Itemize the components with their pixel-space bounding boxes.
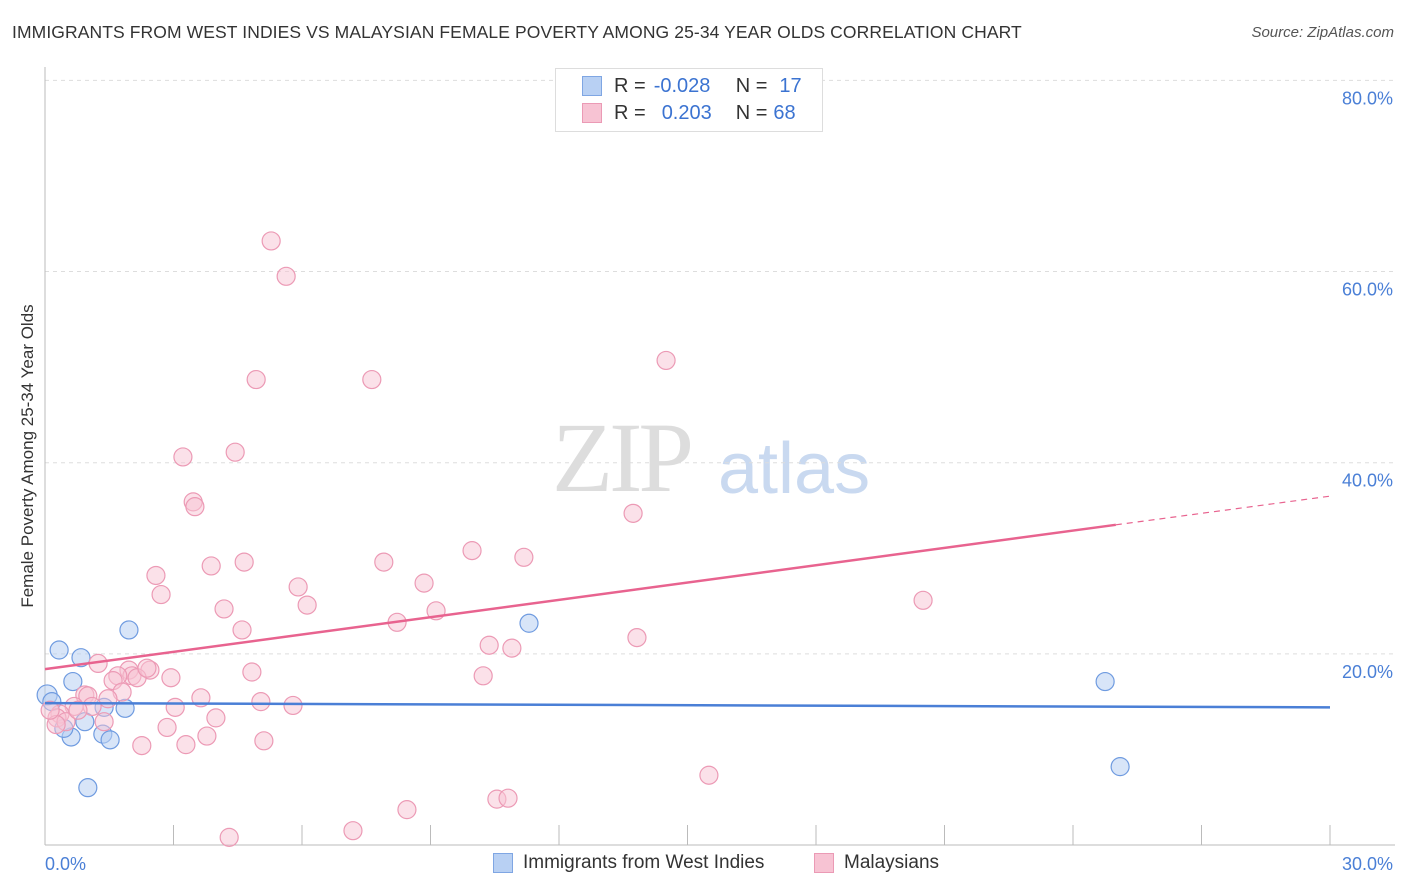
blue-swatch-icon (493, 853, 513, 873)
malaysians-point (283, 695, 303, 716)
west-indies-point (49, 640, 69, 660)
malaysians-point (165, 697, 185, 717)
malaysians-point (173, 447, 193, 467)
malaysians-point (206, 708, 226, 728)
malaysians-point (201, 556, 221, 576)
malaysians-point (157, 717, 177, 738)
n-value: 68 (773, 101, 796, 124)
legend-row-west-indies: R = -0.028 N = 17 (582, 74, 802, 98)
malaysians-point (362, 369, 382, 390)
malaysians-point (261, 231, 281, 251)
malaysians-point (132, 735, 152, 756)
malaysians-point (414, 573, 434, 593)
watermark-atlas: atlas (718, 429, 871, 509)
malaysians-point (68, 700, 88, 720)
west-indies-point (100, 730, 120, 750)
malaysians-point (242, 662, 262, 682)
west-indies-point (71, 648, 91, 668)
r-value: -0.028 (653, 74, 711, 97)
malaysians-point (191, 688, 211, 708)
west-indies-point (63, 671, 83, 692)
west-indies-point (1110, 757, 1130, 777)
malaysians-trendline-extension (1115, 495, 1331, 526)
west-indies-point (119, 620, 139, 640)
malaysians-point (40, 700, 60, 720)
legend-item-west-indies: Immigrants from West Indies (493, 852, 764, 874)
legend-label: Malaysians (844, 852, 940, 873)
r-value: 0.203 (661, 101, 712, 124)
malaysians-point (627, 627, 647, 648)
west-indies-point (78, 778, 98, 798)
chart-title: IMMIGRANTS FROM WEST INDIES VS MALAYSIAN… (12, 22, 1022, 42)
malaysians-point (656, 350, 676, 371)
malaysians-point (473, 666, 493, 686)
malaysians-point (225, 442, 245, 462)
west-indies-point (1095, 671, 1115, 692)
y-tick-label: 80.0% (1342, 88, 1393, 108)
malaysians-point (176, 735, 196, 755)
malaysians-point (699, 765, 719, 785)
malaysians-point (498, 788, 518, 808)
malaysians-point (502, 638, 522, 658)
malaysians-point (137, 658, 157, 678)
malaysians-point (397, 800, 417, 820)
legend-label: Immigrants from West Indies (523, 852, 765, 873)
malaysians-point (623, 503, 643, 523)
r-label: R = (614, 101, 646, 124)
malaysians-point (146, 565, 166, 586)
malaysians-point (288, 577, 308, 597)
malaysians-point (913, 590, 933, 610)
malaysians-trendline (44, 523, 1117, 671)
west-indies-trendline (44, 701, 1331, 709)
legend-item-malaysians: Malaysians (814, 852, 939, 874)
west-indies-point (519, 613, 539, 633)
malaysians-point (94, 712, 114, 732)
x-tick-label: 0.0% (45, 854, 86, 874)
malaysians-point (246, 369, 266, 390)
y-tick-label: 60.0% (1342, 280, 1393, 300)
malaysians-point (374, 552, 394, 572)
malaysians-point (479, 635, 499, 655)
malaysians-point (254, 731, 274, 751)
malaysians-point (462, 541, 482, 561)
n-label: N = (735, 101, 768, 124)
pink-swatch-icon (582, 103, 602, 123)
watermark-zip: ZIP (552, 402, 694, 513)
y-tick-label: 40.0% (1342, 471, 1393, 491)
x-tick-label: 30.0% (1342, 854, 1393, 874)
n-value: 17 (779, 74, 802, 97)
malaysians-point (232, 620, 252, 640)
n-label: N = (735, 74, 768, 97)
y-tick-label: 20.0% (1342, 662, 1393, 682)
blue-swatch-icon (582, 76, 602, 96)
legend-row-malaysians: R = 0.203 N = 68 (582, 101, 796, 125)
malaysians-point (214, 599, 234, 619)
r-label: R = (614, 74, 646, 97)
malaysians-point (161, 668, 181, 688)
malaysians-point (219, 827, 239, 847)
malaysians-point (151, 584, 171, 605)
malaysians-point (197, 726, 217, 746)
malaysians-point (98, 689, 118, 709)
west-indies-point (115, 698, 135, 718)
stats-legend: R = -0.028 N = 17 R = 0.203 N = 68 (555, 68, 823, 132)
malaysians-point (297, 595, 317, 615)
malaysians-point (514, 547, 534, 567)
malaysians-point (185, 497, 205, 517)
source-label: Source: ZipAtlas.com (1251, 24, 1394, 41)
malaysians-point (276, 266, 296, 286)
malaysians-point (234, 552, 254, 572)
malaysians-point (343, 821, 363, 841)
pink-swatch-icon (814, 853, 834, 873)
malaysians-point (251, 692, 271, 712)
